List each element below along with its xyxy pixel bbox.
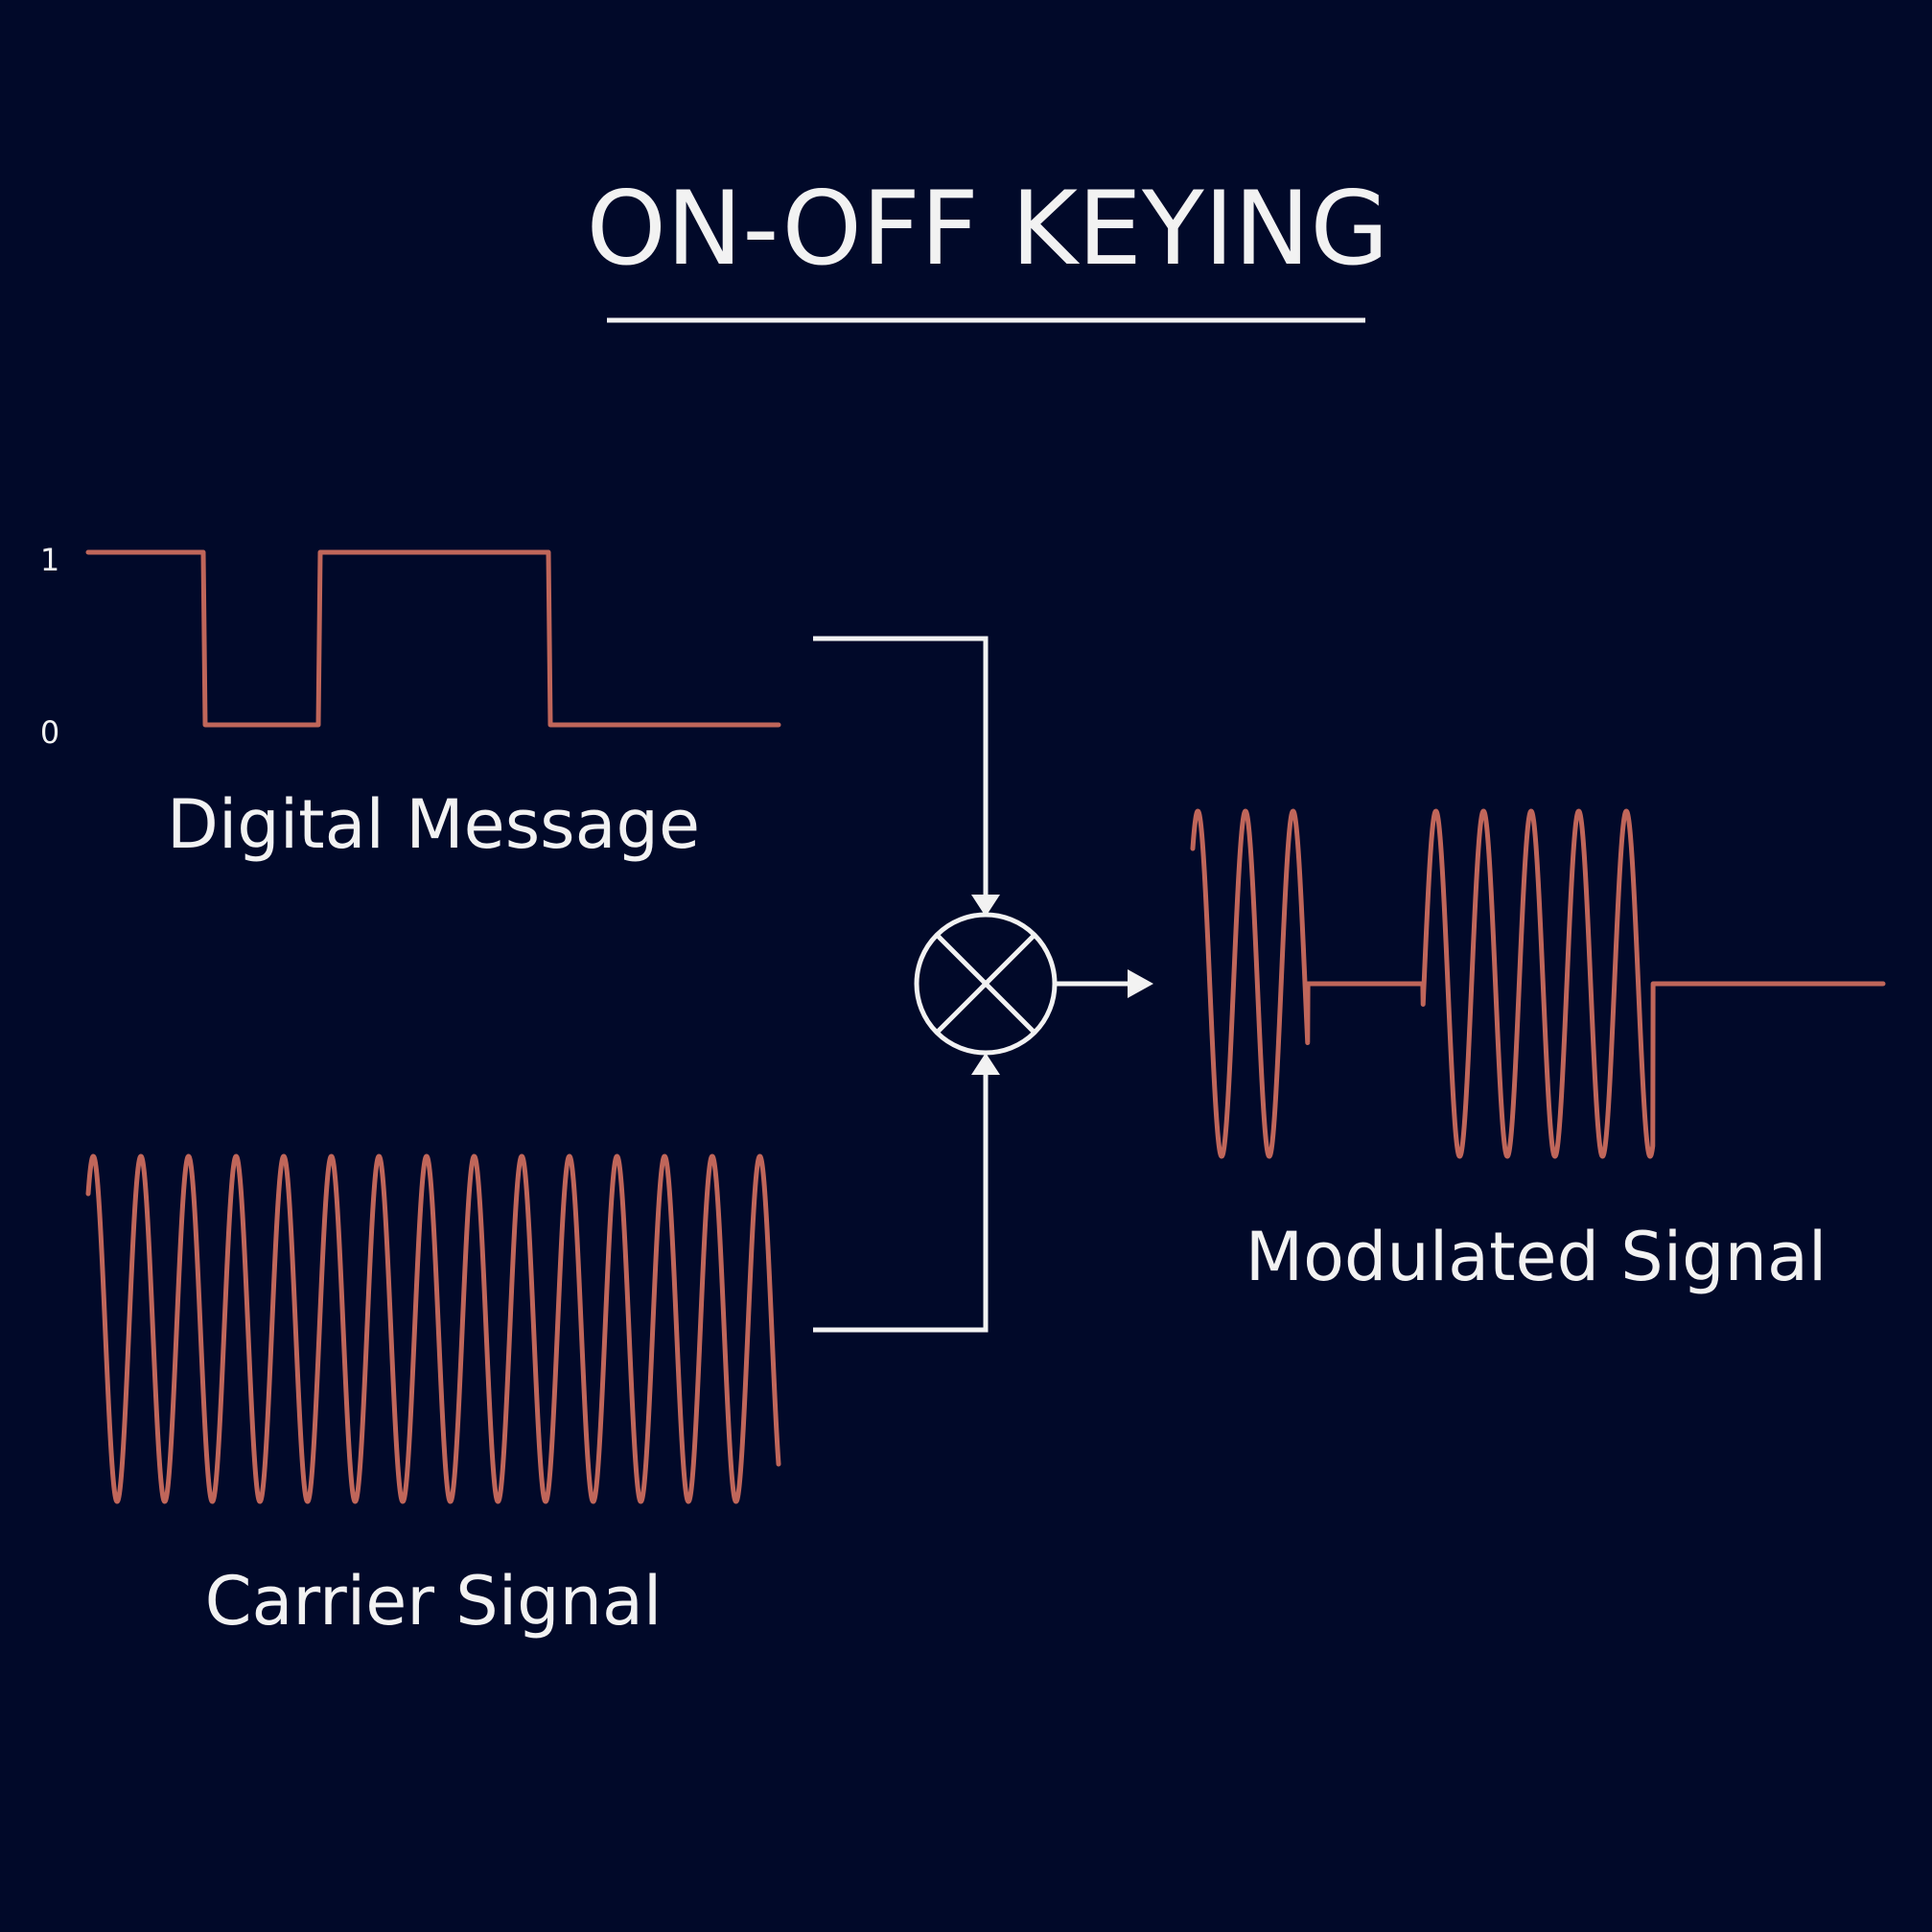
modulated-signal-waveform xyxy=(1190,808,1886,1159)
digital-message-waveform xyxy=(85,549,781,728)
level-high-label: 1 xyxy=(40,542,59,578)
digital-message-label: Digital Message xyxy=(167,785,700,864)
carrier-signal-waveform xyxy=(85,1153,781,1504)
carrier-arrowhead xyxy=(971,1053,1000,1075)
message-arrowhead xyxy=(971,895,1000,917)
message-connector xyxy=(813,636,989,896)
carrier-connector xyxy=(813,1074,989,1333)
output-arrowhead xyxy=(1128,969,1153,998)
modulated-signal-label: Modulated Signal xyxy=(1245,1218,1827,1296)
carrier-signal-label: Carrier Signal xyxy=(205,1562,663,1641)
level-low-label: 0 xyxy=(40,714,59,751)
page-title: ON-OFF KEYING xyxy=(587,170,1389,288)
multiplier-icon xyxy=(914,912,1058,1056)
